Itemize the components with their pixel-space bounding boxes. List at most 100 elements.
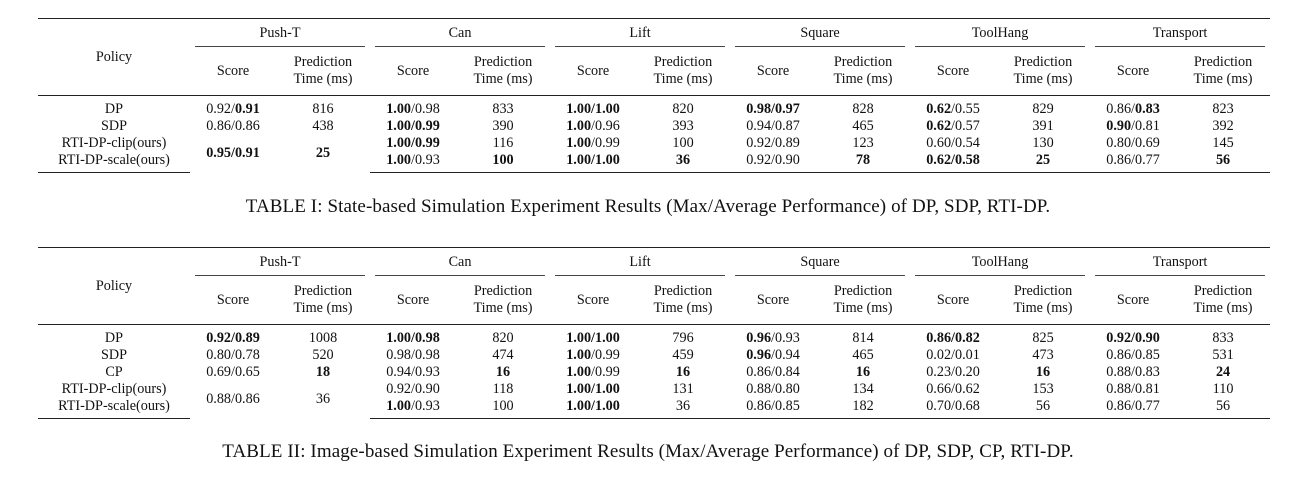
cell-value: 465 xyxy=(852,347,873,363)
cell-value: 25 xyxy=(1036,152,1050,168)
score-cell: 0.23/0.20 xyxy=(910,364,996,381)
prediction-time-cell: 820 xyxy=(456,325,550,348)
image-based-results-table: Policy Push-T Can Lift Square ToolHang Transpo… xyxy=(38,247,1270,419)
score-cell: 0.62/0.58 xyxy=(910,152,996,173)
cell-value: 0.23/0.20 xyxy=(926,364,980,380)
prediction-time-cell: 391 xyxy=(996,118,1090,135)
cell-value: 833 xyxy=(1212,330,1233,346)
policy-name: DP xyxy=(38,325,190,348)
prediction-time-cell: 24 xyxy=(1176,364,1270,381)
cell-value: 1.00/1.00 xyxy=(566,152,620,168)
score-cell: 1.00/0.96 xyxy=(550,118,636,135)
score-cell: 1.00/1.00 xyxy=(550,381,636,398)
prediction-time-cell: 393 xyxy=(636,118,730,135)
cell-value: 0.96 xyxy=(746,330,771,346)
prediction-time-cell: 56 xyxy=(996,398,1090,419)
score-cell: 1.00/0.98 xyxy=(370,325,456,348)
environment-header: Square xyxy=(730,19,910,48)
prediction-time-column-header: Prediction Time (ms) xyxy=(636,276,730,325)
cell-value: 820 xyxy=(492,330,513,346)
prediction-time-cell: 100 xyxy=(456,398,550,419)
prediction-time-cell: 816 xyxy=(276,96,370,119)
prediction-time-label-line: Time (ms) xyxy=(816,71,910,88)
cell-value: 116 xyxy=(493,135,514,151)
cell-value: 828 xyxy=(852,101,873,117)
prediction-time-cell: 16 xyxy=(996,364,1090,381)
cell-value: 0.88/0.83 xyxy=(1106,364,1160,380)
prediction-time-column-header: Prediction Time (ms) xyxy=(456,276,550,325)
cell-value: 1.00/0.98 xyxy=(386,330,440,346)
cell-value: 531 xyxy=(1212,347,1233,363)
score-column-header: Score xyxy=(190,47,276,96)
cell-value: 0.92/0.90 xyxy=(386,381,440,397)
environment-header: Can xyxy=(370,248,550,277)
cell-value: /0.55 xyxy=(951,101,980,117)
environment-header: Lift xyxy=(550,248,730,277)
cell-value: 1.00/0.99 xyxy=(386,118,440,134)
score-column-header: Score xyxy=(910,276,996,325)
score-cell: 0.86/0.85 xyxy=(1090,347,1176,364)
environment-header: Push-T xyxy=(190,248,370,277)
score-cell: 0.86/0.77 xyxy=(1090,152,1176,173)
score-cell: 0.62/0.55 xyxy=(910,96,996,119)
cell-value: /0.57 xyxy=(951,118,980,134)
cell-value: 0.94/0.93 xyxy=(386,364,440,380)
score-cell: 0.60/0.54 xyxy=(910,135,996,152)
prediction-time-label-line: Time (ms) xyxy=(636,71,730,88)
prediction-time-cell: 820 xyxy=(636,96,730,119)
cell-value: 131 xyxy=(672,381,693,397)
cell-value: 833 xyxy=(492,101,513,117)
policy-header: Policy xyxy=(38,248,190,325)
prediction-time-label-line: Time (ms) xyxy=(1176,300,1270,317)
environment-header: Lift xyxy=(550,19,730,48)
cell-value: 0.92/0.90 xyxy=(1106,330,1160,346)
cell-value: 0.66/0.62 xyxy=(926,381,980,397)
cell-value: 816 xyxy=(312,101,333,117)
cell-value: 100 xyxy=(492,152,513,168)
cell-value: 0.80/0.69 xyxy=(1106,135,1160,151)
score-cell: 0.88/0.81 xyxy=(1090,381,1176,398)
cell-value: 0.86/0.77 xyxy=(1106,398,1160,414)
cell-value: 0.86/0.77 xyxy=(1106,152,1160,168)
cell-value: 25 xyxy=(316,145,330,161)
prediction-time-label-line: Prediction xyxy=(276,283,370,300)
cell-value: 0.96 xyxy=(746,347,771,363)
cell-value: 459 xyxy=(672,347,693,363)
cell-value: /0.81 xyxy=(1131,118,1160,134)
prediction-time-label-line: Prediction xyxy=(996,283,1090,300)
score-column-header: Score xyxy=(1090,276,1176,325)
policy-name: DP xyxy=(38,96,190,119)
cell-value: 0.80/0.78 xyxy=(206,347,260,363)
prediction-time-label-line: Time (ms) xyxy=(996,300,1090,317)
prediction-time-label-line: Time (ms) xyxy=(996,71,1090,88)
score-cell: 0.92/0.90 xyxy=(730,152,816,173)
cell-value: 1.00/1.00 xyxy=(566,330,620,346)
cell-value: 0.92/0.89 xyxy=(206,330,260,346)
prediction-time-cell: 459 xyxy=(636,347,730,364)
prediction-time-cell: 182 xyxy=(816,398,910,419)
cell-value: 16 xyxy=(1036,364,1050,380)
cell-value: 823 xyxy=(1212,101,1233,117)
prediction-time-cell: 16 xyxy=(636,364,730,381)
prediction-time-cell: 25 xyxy=(996,152,1090,173)
prediction-time-cell: 100 xyxy=(636,135,730,152)
cell-value: 0.88/0.81 xyxy=(1106,381,1160,397)
cell-value: 465 xyxy=(852,118,873,134)
score-cell: 0.80/0.78 xyxy=(190,347,276,364)
score-cell: 0.86/0.85 xyxy=(730,398,816,419)
score-cell: 0.80/0.69 xyxy=(1090,135,1176,152)
score-cell: 0.69/0.65 xyxy=(190,364,276,381)
cell-value: 0.91 xyxy=(235,101,260,117)
environment-header: Push-T xyxy=(190,19,370,48)
cell-value: 0.69/0.65 xyxy=(206,364,260,380)
cell-value: 814 xyxy=(852,330,873,346)
score-cell: 0.66/0.62 xyxy=(910,381,996,398)
policy-name: RTI-DP-scale(ours) xyxy=(38,398,190,419)
score-cell: 1.00/0.98 xyxy=(370,96,456,119)
cell-value: 0.95/0.91 xyxy=(206,145,260,161)
prediction-time-column-header: Prediction Time (ms) xyxy=(816,276,910,325)
cell-value: 0.62 xyxy=(926,101,951,117)
prediction-time-label-line: Time (ms) xyxy=(636,300,730,317)
table-2-caption: TABLE II: Image-based Simulation Experim… xyxy=(0,441,1296,463)
cell-value: 0.98/0.98 xyxy=(386,347,440,363)
